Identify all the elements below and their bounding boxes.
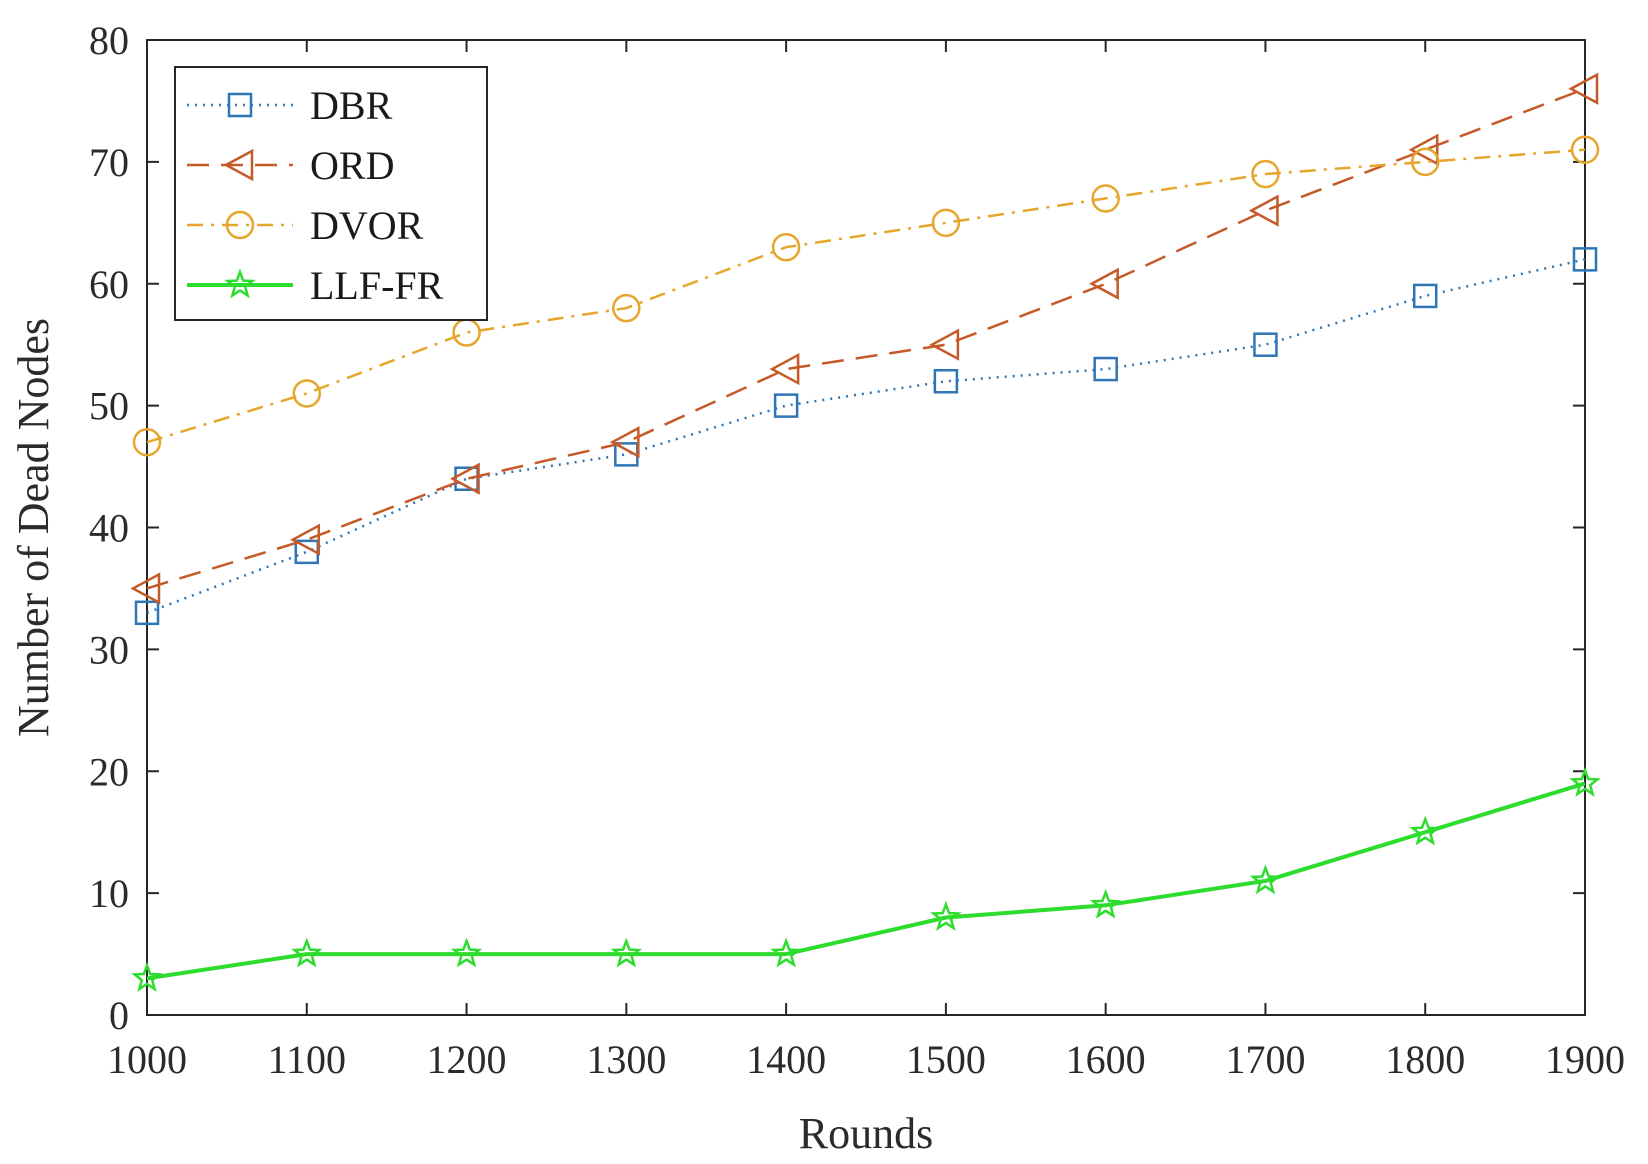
data-point-llf-fr <box>930 900 962 931</box>
y-tick-label: 30 <box>89 627 129 672</box>
legend-label: ORD <box>310 143 394 188</box>
data-point-dbr <box>1253 332 1278 357</box>
x-tick-label: 1800 <box>1385 1037 1465 1082</box>
data-point-dvor <box>452 318 481 347</box>
data-point-dbr <box>933 369 959 394</box>
y-tick-label: 60 <box>89 262 129 307</box>
data-point-llf-fr <box>291 937 323 968</box>
data-point-dbr <box>1572 247 1598 272</box>
series-ord <box>130 72 1599 605</box>
data-point-ord <box>1089 267 1119 300</box>
x-tick-label: 1300 <box>586 1037 666 1082</box>
y-tick-label: 50 <box>89 384 129 429</box>
data-point-ord <box>290 523 321 556</box>
data-point-ord <box>1248 194 1279 227</box>
legend-marker <box>223 148 254 182</box>
data-point-dvor <box>771 232 801 262</box>
y-tick-label: 10 <box>89 871 129 916</box>
data-point-dvor <box>931 208 961 238</box>
data-point-dbr <box>1412 283 1438 309</box>
legend-marker <box>224 268 256 299</box>
y-tick-label: 80 <box>89 18 129 63</box>
data-point-dbr <box>773 393 799 418</box>
legend-marker <box>227 92 253 118</box>
legend: DBR ORD DVOR LLF-FR <box>174 66 488 321</box>
data-point-llf-fr <box>450 937 483 968</box>
data-point-ord <box>1568 72 1599 105</box>
data-point-llf-fr <box>1569 766 1601 797</box>
data-point-dvor <box>1251 159 1280 189</box>
legend-item-ord: ORD <box>187 143 394 188</box>
data-point-llf-fr <box>1089 888 1122 919</box>
legend-box <box>174 66 488 321</box>
data-point-dvor <box>1410 147 1440 177</box>
series-llf-fr <box>131 766 1601 992</box>
data-point-llf-fr <box>1409 815 1441 846</box>
x-tick-label: 1100 <box>268 1037 347 1082</box>
data-point-ord <box>929 328 960 361</box>
series-line-llf-fr <box>146 781 1586 981</box>
data-point-dvor <box>612 293 641 323</box>
data-point-ord <box>449 462 480 495</box>
x-axis-title: Rounds <box>799 1109 933 1158</box>
legend-label: DBR <box>310 83 393 128</box>
data-point-ord <box>130 572 161 605</box>
legend-marker <box>225 210 255 240</box>
y-tick-label: 70 <box>89 140 129 185</box>
x-tick-label: 1600 <box>1066 1037 1146 1082</box>
data-point-ord <box>1408 133 1439 166</box>
legend-label: DVOR <box>310 203 424 248</box>
legend-item-dvor: DVOR <box>187 203 424 248</box>
data-point-dvor <box>1091 184 1120 213</box>
data-point-dvor <box>132 427 162 457</box>
y-axis-title: Number of Dead Nodes <box>9 318 58 737</box>
data-point-llf-fr <box>610 937 643 968</box>
x-tick-label: 1200 <box>427 1037 507 1082</box>
data-point-ord <box>769 352 800 386</box>
x-tick-label: 1700 <box>1225 1037 1305 1082</box>
data-point-dbr <box>134 600 160 626</box>
legend-item-llf-fr: LLF-FR <box>187 263 444 308</box>
data-point-ord <box>609 426 640 459</box>
axis-ticks: 1000 1100 1200 1300 1400 1500 1600 1700 1800 1900… <box>89 18 1625 1082</box>
x-tick-label: 1000 <box>107 1037 187 1082</box>
y-tick-label: 20 <box>89 749 129 794</box>
x-tick-label: 1500 <box>906 1037 986 1082</box>
data-point-dvor <box>292 379 322 408</box>
data-point-dvor <box>1570 135 1600 164</box>
data-point-dbr <box>1093 356 1118 382</box>
legend-item-dbr: DBR <box>187 83 393 128</box>
series-line-ord <box>146 87 1586 590</box>
data-point-llf-fr <box>1249 864 1282 895</box>
y-tick-label: 0 <box>109 993 129 1038</box>
y-tick-label: 40 <box>89 506 129 551</box>
x-tick-label: 1900 <box>1545 1037 1625 1082</box>
series-line-dvor <box>146 148 1586 444</box>
data-point-llf-fr <box>131 961 163 992</box>
series-group <box>130 72 1601 992</box>
data-point-llf-fr <box>770 937 802 968</box>
legend-label: LLF-FR <box>310 263 444 308</box>
x-tick-label: 1400 <box>746 1037 826 1082</box>
